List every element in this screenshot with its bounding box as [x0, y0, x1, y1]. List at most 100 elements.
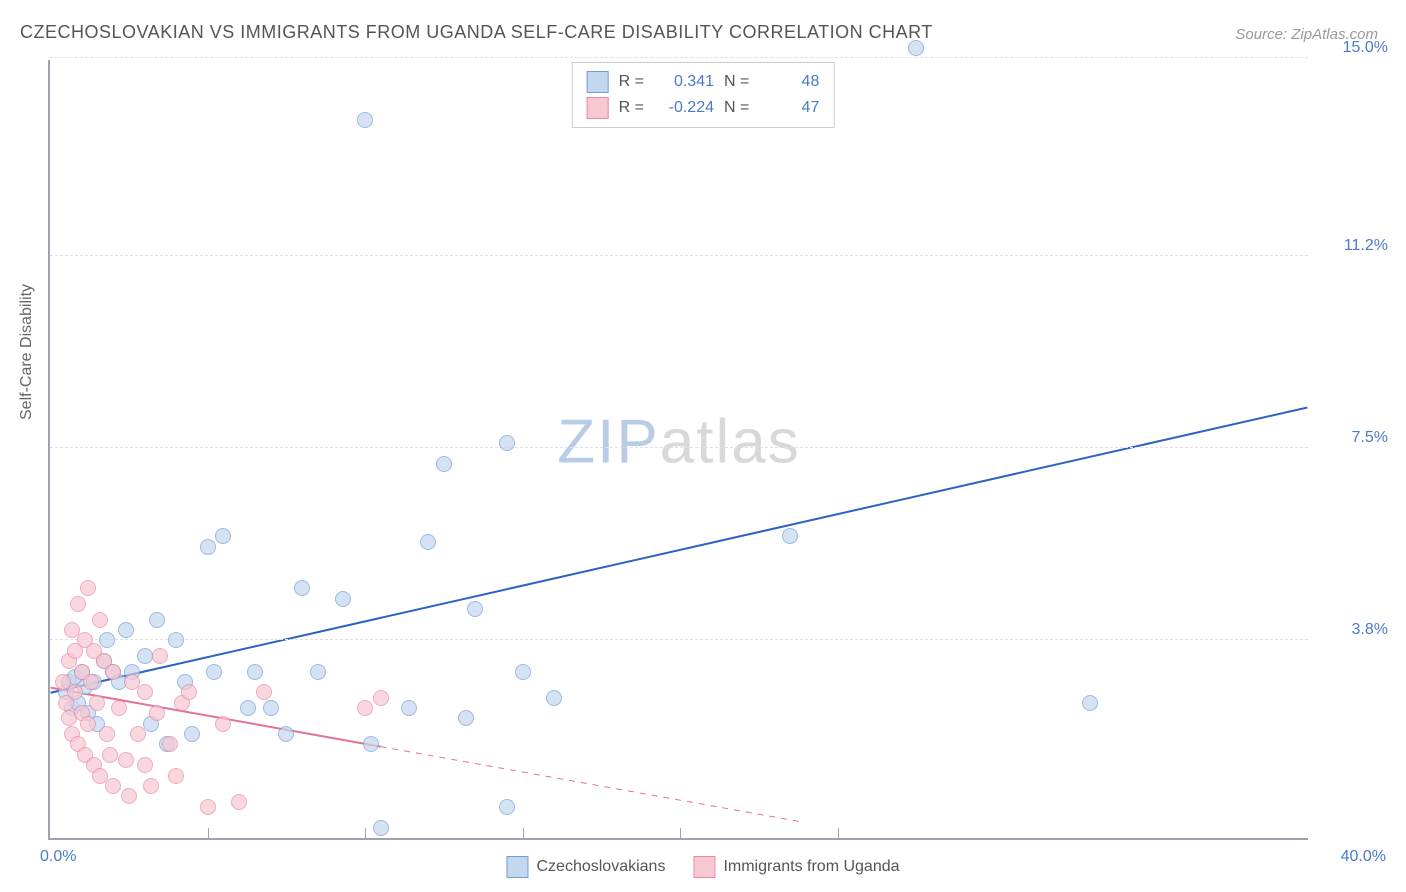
legend-row-series-a: R = 0.341 N = 48	[587, 69, 820, 95]
scatter-point	[67, 684, 83, 700]
scatter-point	[149, 612, 165, 628]
source-prefix: Source:	[1235, 26, 1287, 43]
r-prefix-b: R =	[619, 99, 644, 117]
scatter-point	[499, 435, 515, 451]
scatter-point	[137, 648, 153, 664]
y-tick-label: 3.8%	[1318, 621, 1388, 639]
plot-area: ZIPatlas 3.8%7.5%11.2%15.0%0.0%40.0%	[48, 60, 1308, 840]
scatter-point	[467, 601, 483, 617]
scatter-point	[89, 695, 105, 711]
r-value-a: 0.341	[654, 73, 714, 91]
legend-swatch-a2	[506, 856, 528, 878]
scatter-point	[80, 580, 96, 596]
scatter-point	[181, 684, 197, 700]
legend-swatch-b2	[693, 856, 715, 878]
scatter-point	[363, 736, 379, 752]
scatter-point	[373, 690, 389, 706]
scatter-point	[162, 736, 178, 752]
scatter-point	[118, 622, 134, 638]
scatter-point	[458, 710, 474, 726]
series-legend: Czechoslovakians Immigrants from Uganda	[506, 856, 899, 878]
y-axis-label: Self-Care Disability	[18, 284, 36, 420]
r-value-b: -0.224	[654, 99, 714, 117]
scatter-point	[130, 726, 146, 742]
n-value-b: 47	[759, 99, 819, 117]
legend-swatch-a	[587, 71, 609, 93]
scatter-point	[247, 664, 263, 680]
x-tick	[523, 828, 524, 838]
scatter-point	[83, 674, 99, 690]
gridline-h	[50, 447, 1308, 448]
chart-title: CZECHOSLOVAKIAN VS IMMIGRANTS FROM UGAND…	[20, 22, 933, 43]
scatter-point	[200, 799, 216, 815]
x-tick	[838, 828, 839, 838]
scatter-point	[111, 700, 127, 716]
n-value-a: 48	[759, 73, 819, 91]
scatter-point	[420, 534, 436, 550]
r-prefix-a: R =	[619, 73, 644, 91]
legend-row-series-b: R = -0.224 N = 47	[587, 95, 820, 121]
watermark-zip: ZIP	[557, 407, 659, 476]
scatter-point	[256, 684, 272, 700]
scatter-point	[200, 539, 216, 555]
watermark-atlas: atlas	[660, 407, 801, 476]
chart-container: CZECHOSLOVAKIAN VS IMMIGRANTS FROM UGAND…	[0, 0, 1406, 892]
scatter-point	[168, 768, 184, 784]
legend-label-a: Czechoslovakians	[536, 858, 665, 876]
scatter-point	[240, 700, 256, 716]
scatter-point	[335, 591, 351, 607]
scatter-point	[215, 716, 231, 732]
x-tick-label-min: 0.0%	[40, 848, 76, 866]
legend-swatch-b	[587, 97, 609, 119]
scatter-point	[206, 664, 222, 680]
scatter-point	[782, 528, 798, 544]
scatter-point	[373, 820, 389, 836]
scatter-point	[310, 664, 326, 680]
scatter-point	[105, 778, 121, 794]
scatter-point	[515, 664, 531, 680]
scatter-point	[231, 794, 247, 810]
scatter-point	[401, 700, 417, 716]
scatter-point	[118, 752, 134, 768]
x-tick	[208, 828, 209, 838]
scatter-point	[105, 664, 121, 680]
scatter-point	[908, 40, 924, 56]
gridline-h	[50, 255, 1308, 256]
scatter-point	[152, 648, 168, 664]
legend-item-a: Czechoslovakians	[506, 856, 665, 878]
n-prefix-a: N =	[724, 73, 749, 91]
scatter-point	[499, 799, 515, 815]
scatter-point	[99, 726, 115, 742]
watermark: ZIPatlas	[557, 406, 800, 477]
scatter-point	[92, 612, 108, 628]
y-tick-label: 11.2%	[1318, 237, 1388, 255]
scatter-point	[278, 726, 294, 742]
scatter-point	[137, 757, 153, 773]
scatter-point	[357, 112, 373, 128]
legend-label-b: Immigrants from Uganda	[723, 858, 899, 876]
x-tick-label-max: 40.0%	[1341, 848, 1386, 866]
scatter-point	[70, 596, 86, 612]
scatter-point	[143, 778, 159, 794]
scatter-point	[102, 747, 118, 763]
x-tick	[680, 828, 681, 838]
trend-lines-layer	[50, 60, 1308, 838]
gridline-h	[50, 639, 1308, 640]
y-tick-label: 15.0%	[1318, 39, 1388, 57]
scatter-point	[137, 684, 153, 700]
scatter-point	[168, 632, 184, 648]
scatter-point	[149, 705, 165, 721]
scatter-point	[215, 528, 231, 544]
correlation-legend: R = 0.341 N = 48 R = -0.224 N = 47	[572, 62, 835, 128]
scatter-point	[357, 700, 373, 716]
scatter-point	[294, 580, 310, 596]
x-tick	[365, 828, 366, 838]
n-prefix-b: N =	[724, 99, 749, 117]
scatter-point	[121, 788, 137, 804]
scatter-point	[184, 726, 200, 742]
scatter-point	[1082, 695, 1098, 711]
scatter-point	[546, 690, 562, 706]
scatter-point	[436, 456, 452, 472]
y-tick-label: 7.5%	[1318, 429, 1388, 447]
scatter-point	[80, 716, 96, 732]
